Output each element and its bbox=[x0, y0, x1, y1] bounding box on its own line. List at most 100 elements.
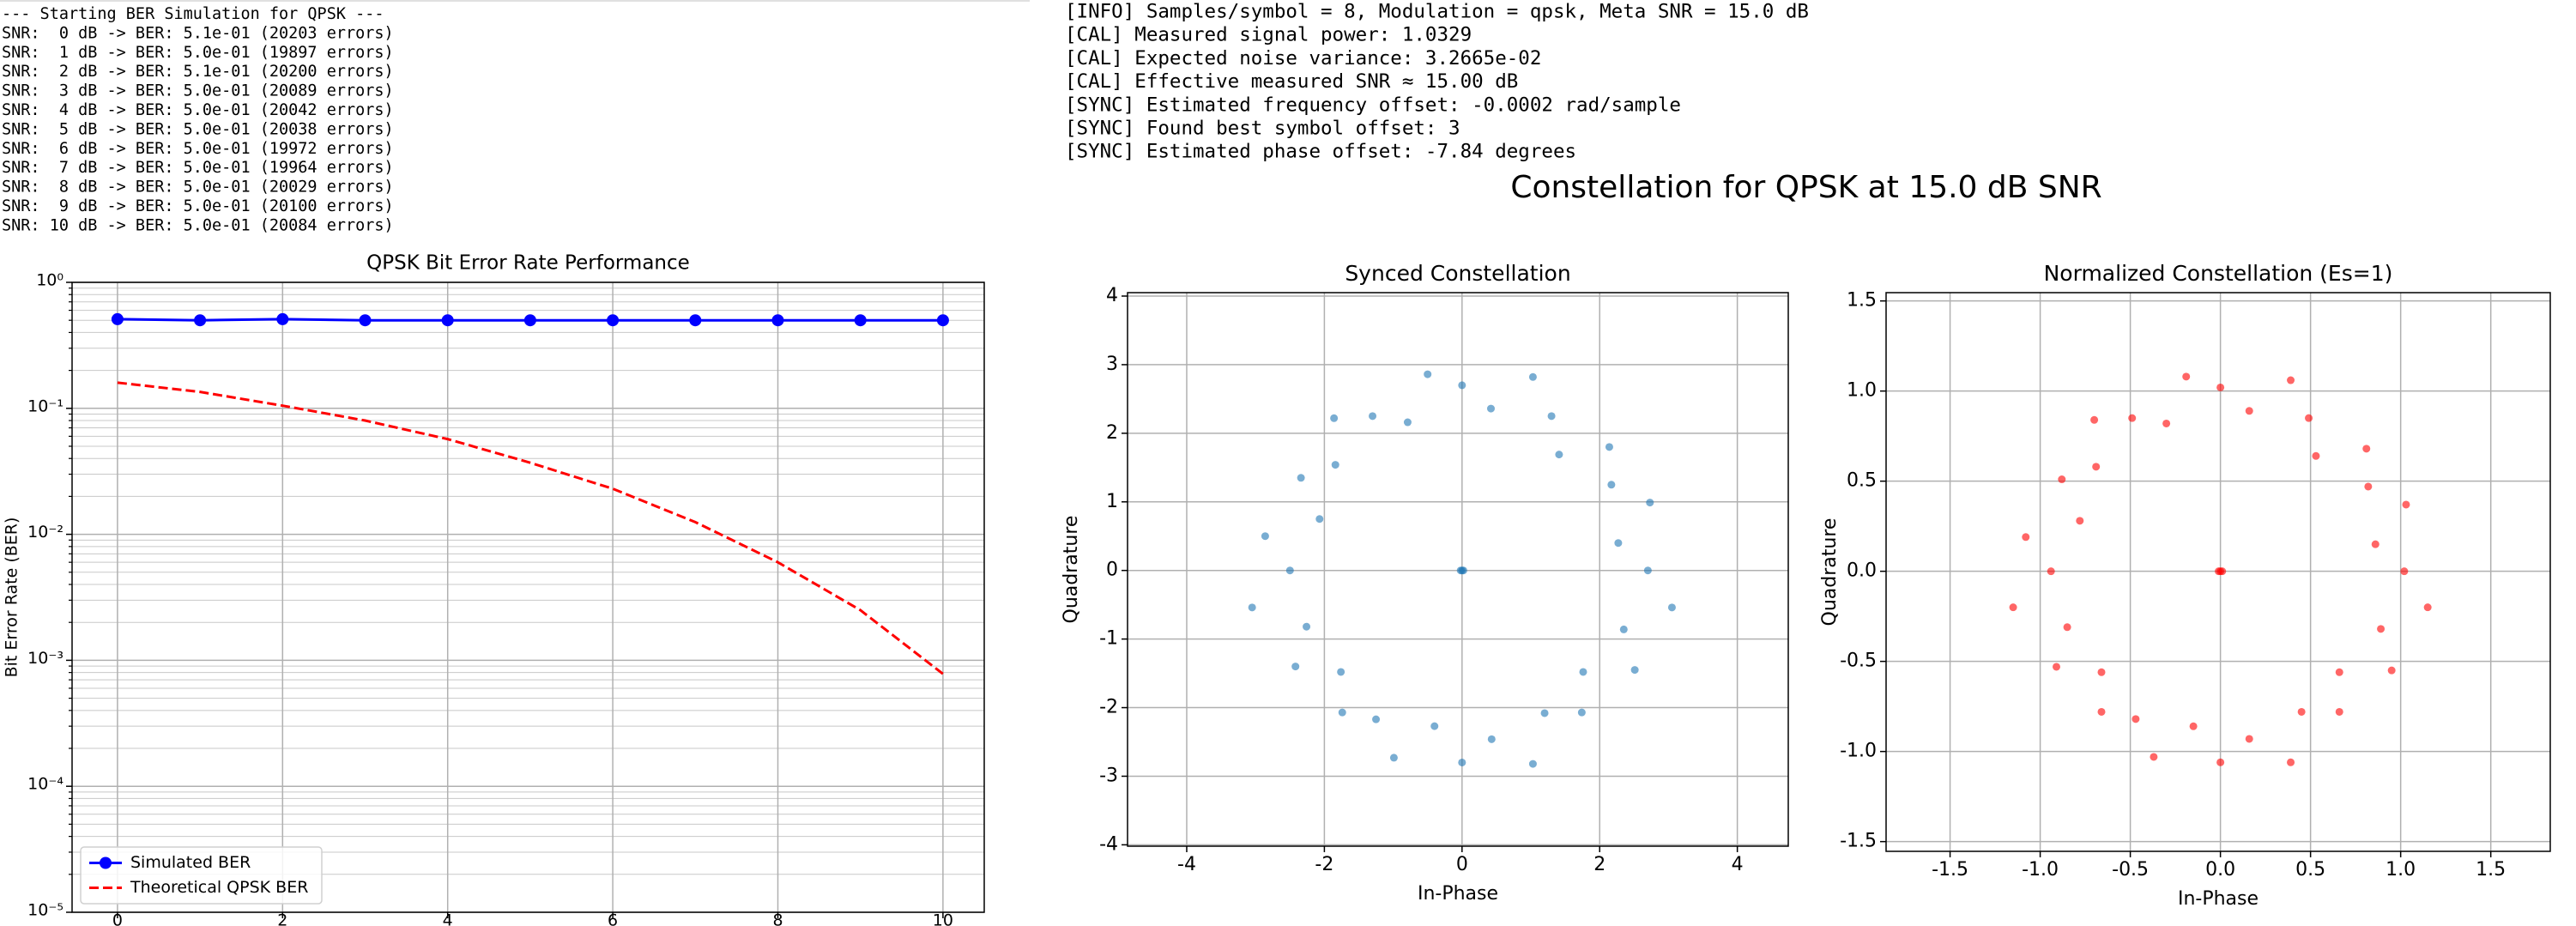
y-tick-label: 0.0 bbox=[1847, 560, 1877, 582]
data-point bbox=[1528, 372, 1537, 381]
data-point bbox=[607, 314, 620, 327]
legend: Simulated BER Theoretical QPSK BER bbox=[80, 846, 323, 905]
y-tick-label: 10⁰ bbox=[36, 271, 63, 290]
console-line: SNR: 4 dB -> BER: 5.0e-01 (20042 errors) bbox=[2, 101, 394, 119]
y-tick-label: 2 bbox=[1106, 422, 1118, 444]
data-point bbox=[1338, 708, 1346, 717]
data-point bbox=[2182, 372, 2191, 381]
data-point bbox=[1540, 709, 1549, 717]
data-point bbox=[1619, 625, 1628, 633]
data-point bbox=[1579, 668, 1587, 676]
chart-title: Normalized Constellation (Es=1) bbox=[2044, 261, 2393, 286]
data-point bbox=[1605, 443, 1613, 451]
data-point bbox=[2216, 383, 2225, 391]
data-point bbox=[1430, 722, 1439, 730]
x-tick-label: 1.5 bbox=[2476, 859, 2506, 881]
x-axis-label: In-Phase bbox=[2178, 888, 2259, 910]
console-line: [SYNC] Estimated frequency offset: -0.00… bbox=[1065, 94, 1681, 116]
y-tick-label: 10⁻⁵ bbox=[27, 901, 63, 920]
data-point bbox=[2287, 376, 2295, 384]
y-axis-label: Bit Error Rate (BER) bbox=[3, 517, 21, 678]
figure-title: Constellation for QPSK at 15.0 dB SNR bbox=[1510, 170, 2101, 205]
legend-label: Simulated BER bbox=[130, 853, 251, 872]
data-point bbox=[2362, 445, 2371, 453]
data-point bbox=[2097, 707, 2106, 716]
data-point bbox=[2215, 567, 2223, 576]
data-point bbox=[1248, 603, 1256, 612]
data-point bbox=[1297, 474, 1305, 482]
x-tick-label: 0.0 bbox=[2205, 859, 2235, 881]
data-point bbox=[2150, 753, 2158, 761]
data-point bbox=[1487, 735, 1496, 743]
y-tick-label: 0.5 bbox=[1847, 470, 1877, 492]
data-point bbox=[854, 314, 867, 327]
console-line: SNR: 3 dB -> BER: 5.0e-01 (20089 errors) bbox=[2, 82, 394, 100]
data-point bbox=[2189, 722, 2198, 730]
data-point bbox=[2371, 540, 2379, 548]
data-point bbox=[1331, 461, 1339, 469]
data-point bbox=[2297, 707, 2306, 716]
data-point bbox=[1646, 499, 1654, 507]
x-tick-label: -4 bbox=[1177, 854, 1196, 875]
data-point bbox=[194, 314, 207, 327]
data-point bbox=[2132, 715, 2140, 723]
data-point bbox=[771, 314, 784, 327]
x-tick-label: 4 bbox=[1732, 854, 1744, 875]
data-point bbox=[2245, 407, 2253, 415]
console-line: [CAL] Expected noise variance: 3.2665e-0… bbox=[1065, 47, 1541, 70]
data-point bbox=[1458, 758, 1466, 766]
console-line: SNR: 9 dB -> BER: 5.0e-01 (20100 errors) bbox=[2, 197, 394, 215]
data-point bbox=[2162, 419, 2171, 427]
data-point bbox=[2245, 735, 2253, 743]
console-line: [SYNC] Found best symbol offset: 3 bbox=[1065, 118, 1460, 140]
data-point bbox=[2047, 567, 2055, 576]
data-point bbox=[689, 314, 702, 327]
legend-label: Theoretical QPSK BER bbox=[130, 878, 308, 897]
axes-frame bbox=[1127, 292, 1789, 847]
x-tick-label: 1.0 bbox=[2386, 859, 2416, 881]
data-point bbox=[1630, 666, 1639, 675]
data-point bbox=[1303, 622, 1311, 631]
y-tick-label: -0.5 bbox=[1840, 651, 1877, 672]
y-axis-label: Quadrature bbox=[1819, 518, 1841, 626]
data-point bbox=[2216, 758, 2225, 766]
data-point bbox=[1547, 412, 1556, 421]
data-point bbox=[1315, 515, 1324, 524]
console-line: [CAL] Measured signal power: 1.0329 bbox=[1065, 24, 1472, 46]
y-tick-label: -1.0 bbox=[1840, 741, 1877, 762]
series-line bbox=[117, 381, 944, 675]
data-point bbox=[2400, 567, 2409, 576]
data-point bbox=[1667, 603, 1676, 612]
y-tick-label: -1.5 bbox=[1840, 831, 1877, 852]
x-tick-label: -2 bbox=[1315, 854, 1333, 875]
legend-marker bbox=[100, 856, 112, 869]
data-point bbox=[523, 314, 536, 327]
x-tick-label: -1.0 bbox=[2022, 859, 2059, 881]
data-point bbox=[2092, 463, 2101, 471]
data-point bbox=[1337, 668, 1345, 676]
data-point bbox=[1456, 566, 1465, 575]
data-point bbox=[1577, 708, 1586, 717]
data-point bbox=[276, 312, 289, 325]
data-point bbox=[936, 314, 949, 327]
data-point bbox=[1458, 381, 1466, 390]
data-point bbox=[2009, 603, 2017, 612]
data-point bbox=[2423, 603, 2432, 612]
data-point bbox=[2402, 500, 2410, 509]
x-tick-label: 4 bbox=[443, 911, 453, 926]
data-point bbox=[2063, 623, 2071, 632]
y-tick-label: -1 bbox=[1099, 628, 1118, 650]
console-line: [CAL] Effective measured SNR ≈ 15.00 dB bbox=[1065, 70, 1518, 93]
x-tick-label: -0.5 bbox=[2112, 859, 2149, 881]
data-point bbox=[1369, 412, 1377, 421]
console-line: --- Starting BER Simulation for QPSK --- bbox=[2, 5, 384, 23]
data-point bbox=[2022, 533, 2030, 542]
console-line: SNR: 8 dB -> BER: 5.0e-01 (20029 errors) bbox=[2, 179, 394, 197]
data-point bbox=[2287, 758, 2295, 766]
plot-area: 10⁻⁵ 10⁻⁴ 10⁻³ 10⁻² 10⁻¹ 10⁰ 0 2 4 6 8 10 QPSK Bit E… bbox=[3, 252, 985, 926]
y-tick-label: 1.5 bbox=[1847, 290, 1877, 312]
y-tick-label: 0 bbox=[1106, 560, 1118, 581]
data-point bbox=[1403, 418, 1412, 427]
